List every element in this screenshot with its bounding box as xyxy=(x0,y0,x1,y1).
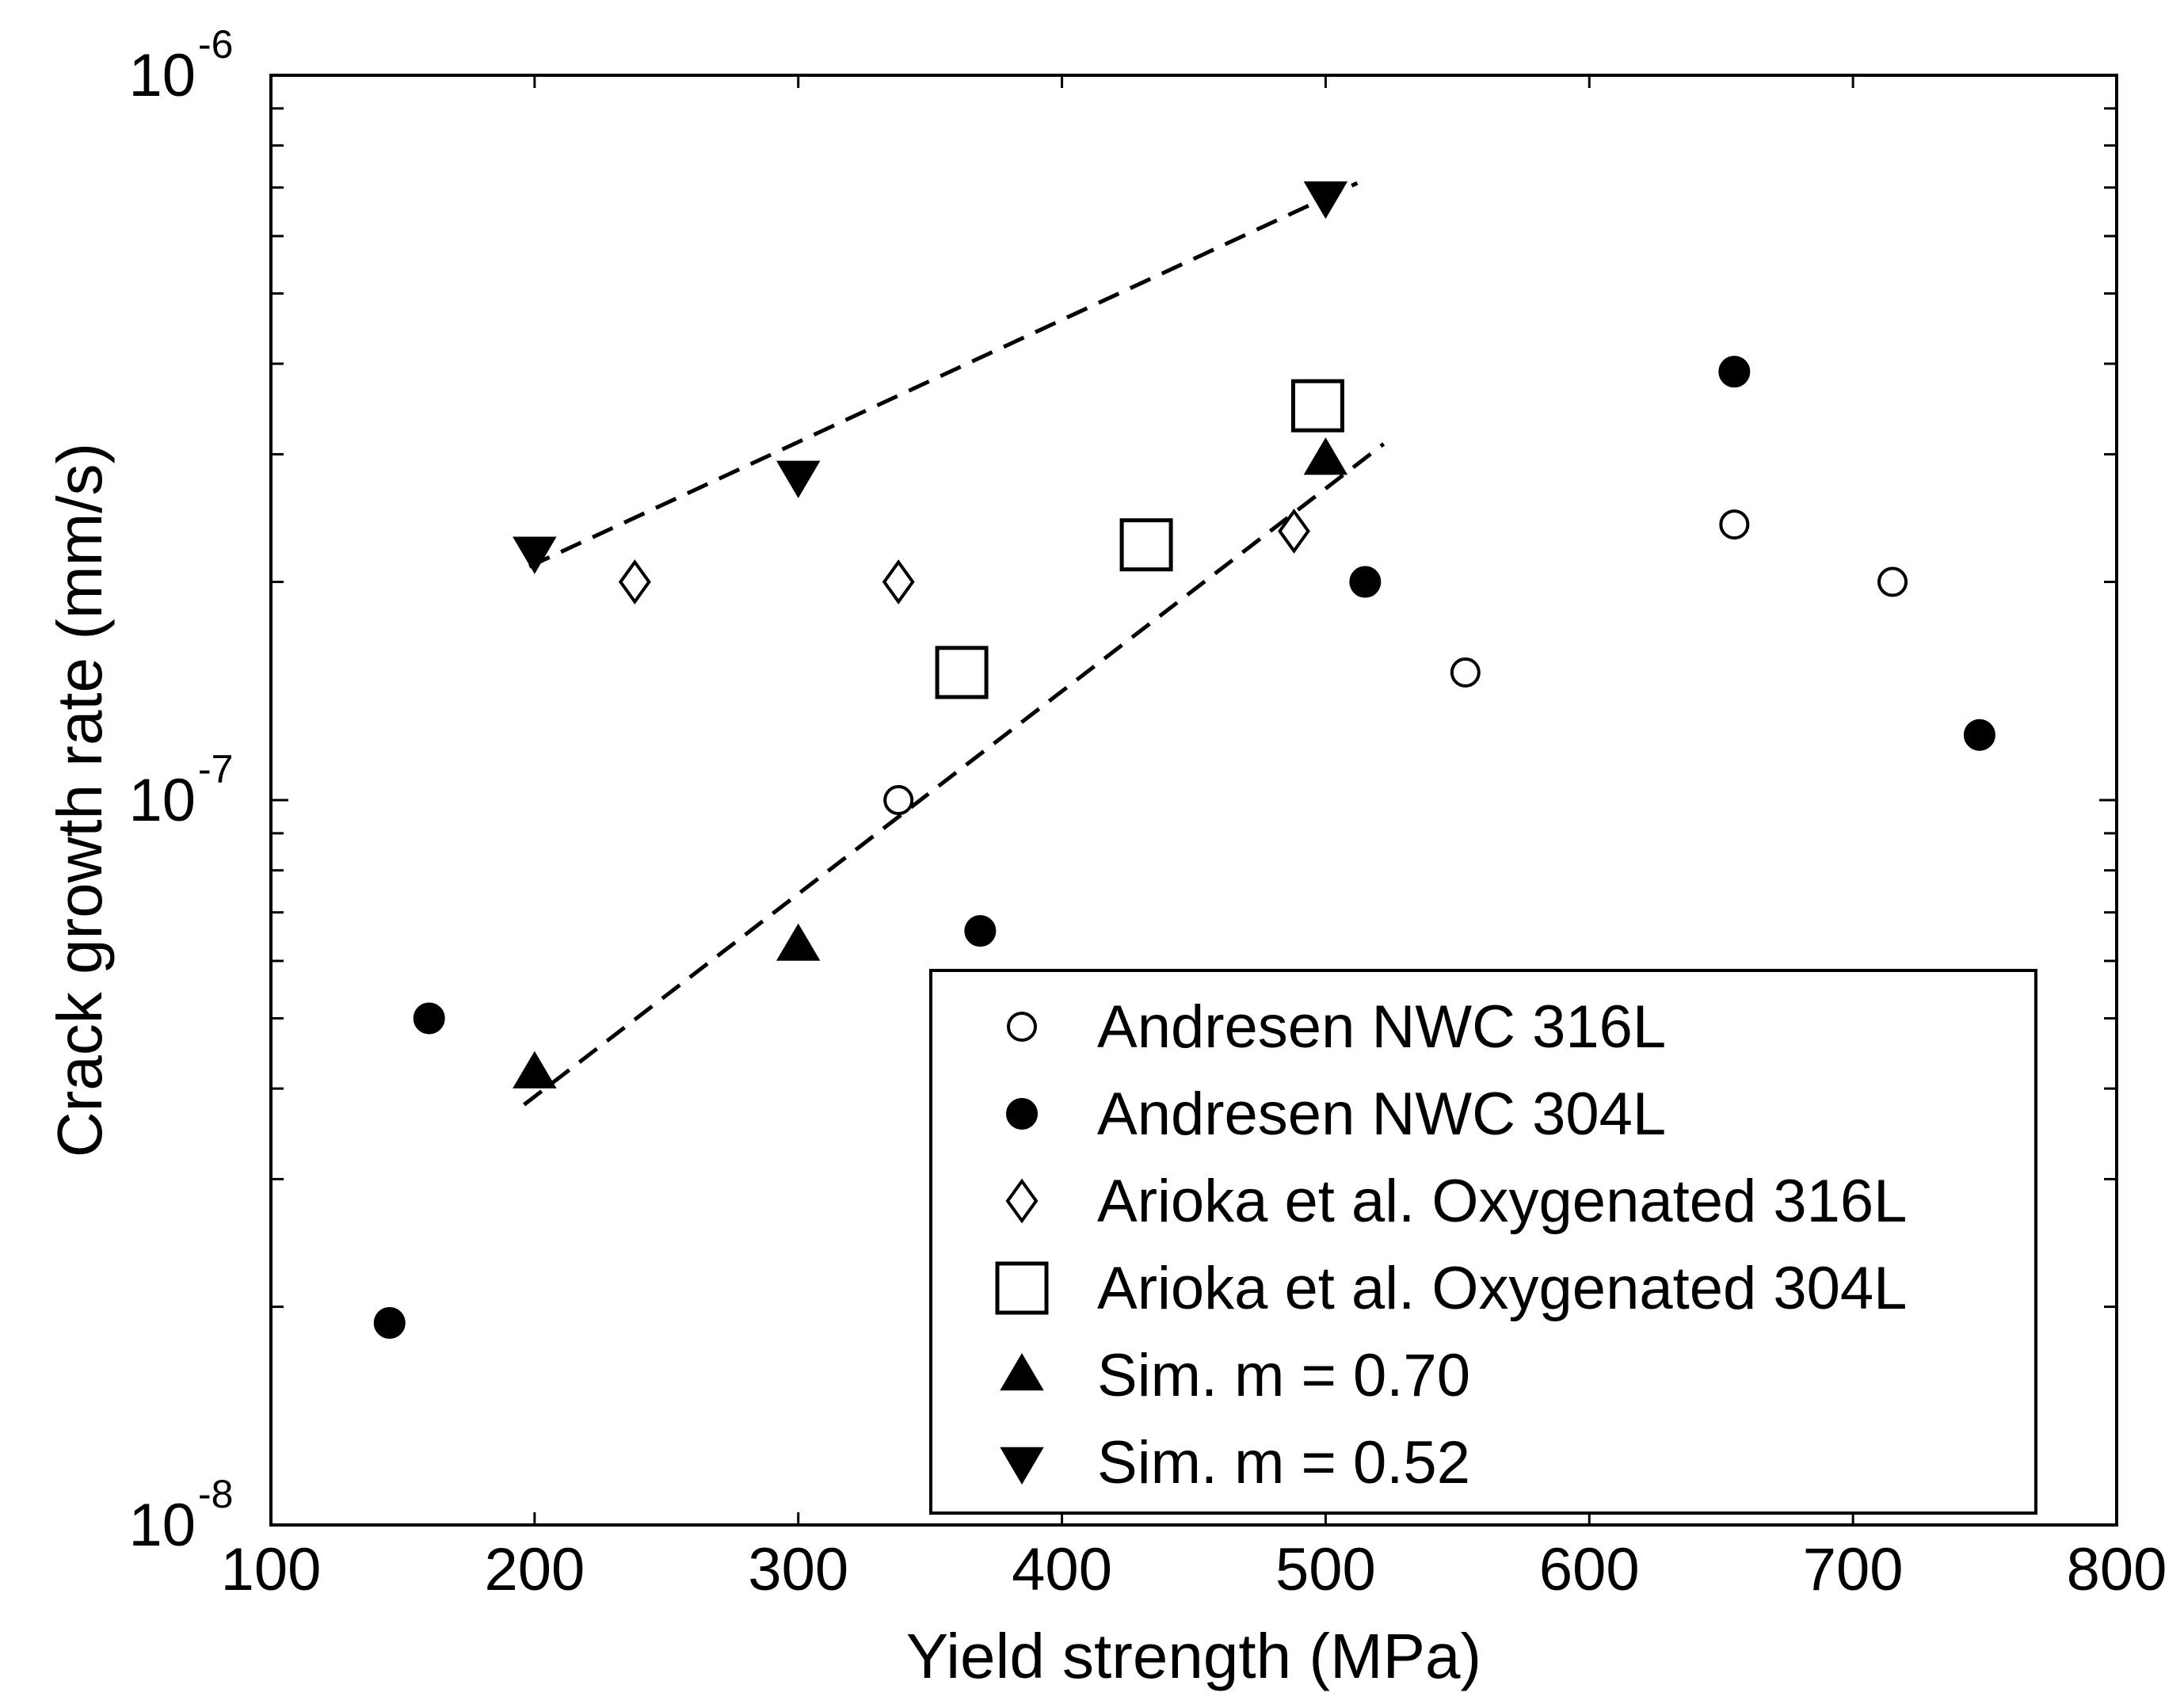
y-tick-label: 10 xyxy=(128,767,196,834)
y-tick-label: 10 xyxy=(128,42,196,109)
fit-line-dashed xyxy=(523,442,1385,1107)
x-tick-label: 600 xyxy=(1539,1536,1640,1603)
x-tick-label: 500 xyxy=(1275,1536,1376,1603)
point-arioka-et-al-oxygenated-304l xyxy=(1119,518,1173,572)
data-points xyxy=(373,181,1995,1339)
legend-label: Arioka et al. Oxygenated 316L xyxy=(1097,1168,1907,1235)
point-andresen-nwc-316l xyxy=(1719,509,1750,540)
point-arioka-et-al-oxygenated-316l xyxy=(882,559,915,604)
point-sim-m-0-52 xyxy=(1303,181,1348,219)
y-tick-exponent: -8 xyxy=(198,1472,233,1516)
point-andresen-nwc-304l xyxy=(1349,566,1382,598)
x-tick-label: 700 xyxy=(1803,1536,1904,1603)
y-tick-exponent: -7 xyxy=(198,747,233,791)
x-tick-label: 400 xyxy=(1012,1536,1112,1603)
x-tick-label: 800 xyxy=(2067,1536,2167,1603)
point-andresen-nwc-304l xyxy=(1718,356,1751,388)
point-arioka-et-al-oxygenated-304l xyxy=(1290,379,1344,433)
point-sim-m-0-52 xyxy=(513,536,557,574)
x-tick-label: 300 xyxy=(748,1536,848,1603)
point-sim-m-0-70 xyxy=(1303,437,1348,475)
point-andresen-nwc-316l xyxy=(883,785,914,815)
legend: Andresen NWC 316L Andresen NWC 304L Arioka… xyxy=(995,993,1907,1496)
legend-label: Arioka et al. Oxygenated 304L xyxy=(1097,1255,1907,1322)
y-tick-label: 10 xyxy=(128,1492,196,1559)
point-andresen-nwc-316l xyxy=(1877,566,1908,597)
legend-label: Andresen NWC 304L xyxy=(1097,1081,1666,1148)
x-tick-label: 200 xyxy=(484,1536,585,1603)
point-sim-m-0-70 xyxy=(513,1050,557,1088)
y-axis-title: Crack growth rate (mm/s) xyxy=(44,443,115,1157)
point-arioka-et-al-oxygenated-304l xyxy=(935,646,989,700)
y-tick-exponent: -6 xyxy=(198,22,233,67)
point-sim-m-0-70 xyxy=(776,923,821,961)
point-andresen-nwc-304l xyxy=(1963,719,1995,751)
legend-label: Sim. m = 0.52 xyxy=(1097,1429,1470,1496)
point-andresen-nwc-316l xyxy=(1450,657,1481,688)
legend-marker-sim-m-0-70 xyxy=(1000,1353,1044,1391)
legend-marker-arioka-et-al-oxygenated-304l xyxy=(995,1261,1049,1315)
legend-label: Andresen NWC 316L xyxy=(1097,993,1666,1061)
point-andresen-nwc-304l xyxy=(964,915,997,947)
point-sim-m-0-52 xyxy=(776,460,821,498)
point-arioka-et-al-oxygenated-316l xyxy=(618,559,651,604)
point-arioka-et-al-oxygenated-316l xyxy=(1278,509,1310,554)
legend-label: Sim. m = 0.70 xyxy=(1097,1342,1470,1409)
legend-box xyxy=(929,969,2037,1515)
legend-marker-andresen-nwc-316l xyxy=(1007,1012,1037,1042)
x-axis-title: Yield strength (MPa) xyxy=(906,1621,1481,1691)
legend-marker-sim-m-0-52 xyxy=(1000,1447,1044,1485)
x-tick-label: 100 xyxy=(221,1536,322,1603)
legend-marker-andresen-nwc-304l xyxy=(1006,1098,1038,1130)
legend-marker-arioka-et-al-oxygenated-316l xyxy=(1005,1178,1039,1224)
point-andresen-nwc-304l xyxy=(413,1002,445,1035)
fit-line-dashed xyxy=(528,181,1359,569)
point-andresen-nwc-304l xyxy=(373,1306,406,1339)
fit-lines xyxy=(523,181,1385,1107)
